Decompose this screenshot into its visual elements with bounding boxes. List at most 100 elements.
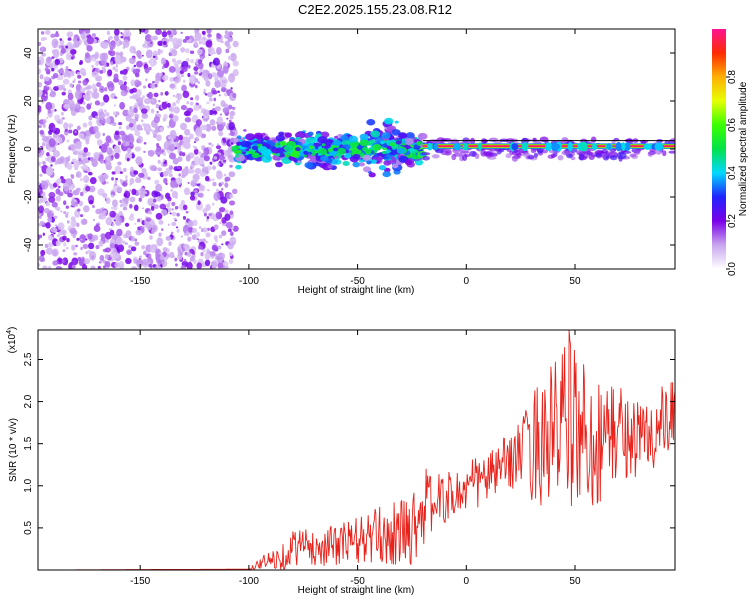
band-break	[545, 142, 553, 152]
noise-blob	[213, 224, 219, 230]
noise-blob	[114, 216, 122, 227]
noise-blob	[212, 165, 217, 170]
noise-blob	[202, 248, 206, 253]
noise-blob	[67, 92, 74, 101]
noise-blob	[232, 40, 239, 48]
noise-blob	[85, 185, 91, 192]
noise-blob	[191, 227, 198, 234]
noise-blob	[175, 177, 183, 184]
noise-blob	[129, 177, 135, 185]
noise-blob	[38, 161, 41, 167]
noise-blob	[214, 77, 219, 82]
noise-blob	[38, 223, 42, 227]
noise-blob	[170, 180, 177, 188]
noise-blob	[218, 94, 221, 97]
noise-blob	[38, 213, 42, 216]
noise-blob	[227, 228, 232, 233]
noise-blob	[153, 198, 157, 203]
noise-blob	[181, 247, 186, 252]
noise-blob	[212, 181, 217, 187]
noise-blob	[156, 134, 162, 142]
scatter-blob	[348, 135, 359, 143]
noise-blob	[75, 173, 80, 178]
band-smear	[521, 152, 531, 157]
noise-blob	[194, 94, 200, 101]
noise-blob	[129, 215, 132, 218]
noise-blob	[173, 217, 177, 221]
noise-blob	[193, 104, 200, 111]
noise-blob	[38, 68, 42, 75]
noise-blob	[66, 211, 69, 215]
noise-blob	[229, 114, 234, 120]
noise-blob	[58, 84, 64, 91]
noise-blob	[171, 221, 177, 227]
noise-blob	[48, 266, 52, 269]
noise-blob	[212, 103, 215, 107]
noise-blob	[106, 147, 113, 155]
noise-blob	[104, 254, 109, 260]
noise-blob	[189, 248, 195, 254]
noise-blob	[50, 227, 58, 233]
noise-blob	[201, 227, 208, 233]
noise-blob	[66, 31, 74, 38]
band-smear	[616, 152, 627, 160]
noise-blob	[125, 242, 128, 245]
noise-blob	[102, 132, 106, 137]
noise-blob	[136, 258, 143, 269]
noise-blob	[120, 35, 124, 39]
noise-blob	[55, 195, 61, 202]
noise-blob	[211, 125, 217, 131]
noise-blob	[59, 39, 65, 46]
noise-blob	[227, 242, 234, 250]
noise-blob	[180, 47, 186, 53]
noise-blob	[51, 248, 59, 257]
colorbar-tick-label: 0.4	[727, 166, 738, 180]
noise-blob	[141, 113, 149, 119]
noise-blob	[195, 201, 203, 211]
noise-blob	[57, 134, 60, 138]
colorbar	[712, 29, 726, 269]
y-tick-label: 0.5	[23, 521, 34, 535]
noise-blob	[152, 50, 159, 57]
noise-blob	[68, 146, 72, 151]
noise-blob	[83, 205, 90, 213]
noise-blob	[119, 171, 123, 174]
noise-blob	[63, 103, 70, 110]
noise-blob	[168, 36, 173, 42]
band-smear	[539, 136, 549, 143]
noise-blob	[47, 242, 54, 248]
noise-blob	[134, 241, 140, 246]
noise-blob	[213, 191, 220, 202]
noise-blob	[180, 122, 187, 131]
noise-blob	[166, 102, 171, 108]
noise-blob	[70, 219, 77, 228]
scatter-blob	[396, 147, 405, 154]
noise-blob	[140, 187, 146, 193]
noise-blob	[105, 266, 109, 269]
noise-blob	[82, 94, 86, 98]
scatter-blob	[286, 151, 291, 154]
noise-blob	[109, 86, 113, 91]
noise-blob	[128, 123, 134, 128]
noise-blob	[76, 208, 81, 212]
noise-blob	[117, 244, 125, 253]
noise-blob	[170, 29, 177, 36]
noise-blob	[207, 48, 212, 53]
noise-blob	[115, 236, 123, 245]
noise-blob	[149, 243, 157, 253]
band-break	[426, 142, 433, 151]
noise-blob	[228, 200, 236, 206]
noise-blob	[143, 150, 146, 153]
noise-blob	[152, 35, 158, 41]
noise-blob	[40, 93, 48, 102]
scatter-blob	[233, 138, 239, 143]
noise-blob	[88, 200, 94, 205]
noise-blob	[53, 52, 59, 58]
noise-blob	[68, 126, 71, 129]
noise-blob	[103, 94, 110, 103]
noise-blob	[86, 45, 93, 52]
noise-blob	[230, 142, 234, 145]
y-tick-label: 1.5	[23, 436, 34, 450]
snr-multiplier-base: (x10	[7, 333, 18, 353]
noise-blob	[98, 111, 105, 121]
